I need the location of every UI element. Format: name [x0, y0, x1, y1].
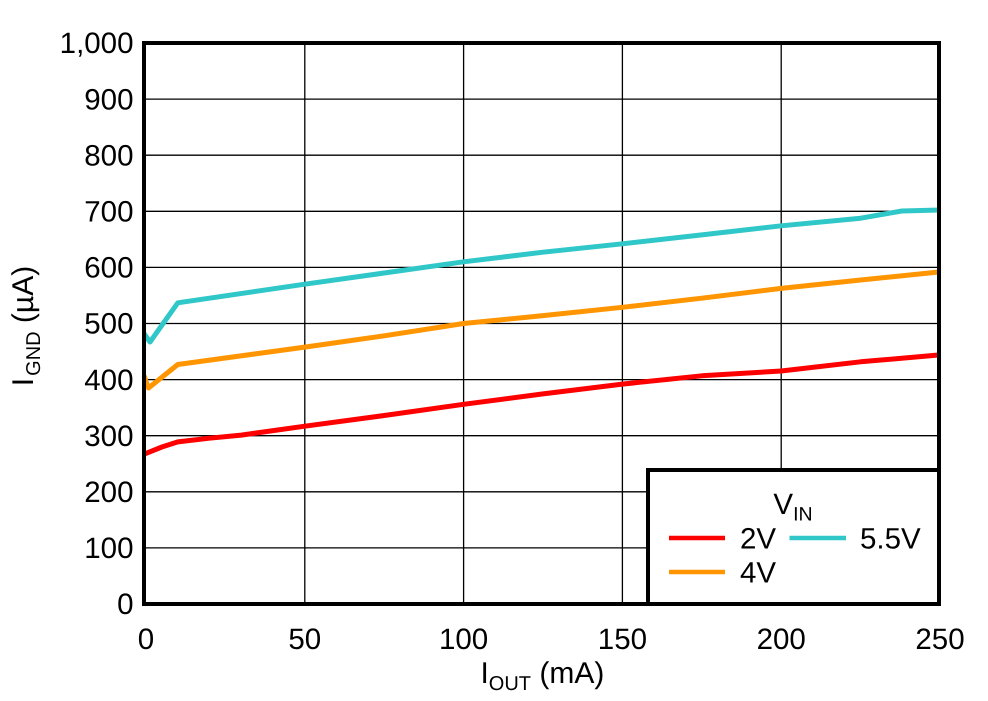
svg-text:2V: 2V [740, 523, 776, 556]
svg-text:1,000: 1,000 [60, 27, 134, 60]
svg-text:900: 900 [84, 83, 133, 116]
svg-text:200: 200 [757, 623, 806, 656]
svg-text:0: 0 [138, 623, 154, 656]
svg-text:700: 700 [84, 196, 133, 229]
svg-text:150: 150 [598, 623, 647, 656]
svg-text:4V: 4V [740, 557, 776, 590]
svg-text:300: 300 [84, 420, 133, 453]
svg-text:500: 500 [84, 308, 133, 341]
svg-text:100: 100 [439, 623, 488, 656]
svg-text:100: 100 [84, 532, 133, 565]
svg-text:600: 600 [84, 252, 133, 285]
svg-text:50: 50 [288, 623, 321, 656]
svg-text:800: 800 [84, 139, 133, 172]
svg-text:250: 250 [915, 623, 964, 656]
svg-text:400: 400 [84, 364, 133, 397]
svg-text:0: 0 [117, 588, 133, 621]
svg-text:5.5V: 5.5V [860, 523, 921, 556]
svg-text:200: 200 [84, 476, 133, 509]
